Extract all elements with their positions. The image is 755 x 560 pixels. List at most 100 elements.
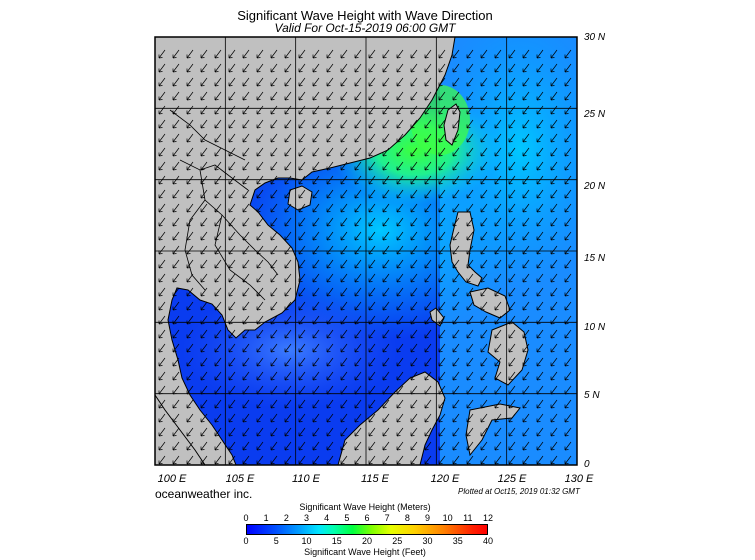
wave-arrow xyxy=(172,287,180,297)
wave-arrow xyxy=(228,329,236,339)
wave-arrow xyxy=(382,119,390,129)
wave-arrow xyxy=(270,147,278,157)
wave-arrow xyxy=(368,133,376,143)
wave-arrow xyxy=(284,133,292,143)
wave-arrow xyxy=(424,371,432,381)
wave-arrow xyxy=(200,133,208,143)
wave-arrow xyxy=(424,315,432,325)
wave-arrow xyxy=(508,301,516,311)
wave-arrow xyxy=(410,343,418,353)
wave-arrow xyxy=(228,217,236,227)
wave-arrow xyxy=(200,385,208,395)
wave-arrow xyxy=(396,427,404,437)
wave-arrow xyxy=(382,301,390,311)
wave-arrow xyxy=(340,175,348,185)
wave-arrow xyxy=(424,385,432,395)
wave-arrow xyxy=(522,357,530,367)
wave-arrow xyxy=(494,427,502,437)
wave-arrow xyxy=(368,175,376,185)
wave-arrow xyxy=(256,133,264,143)
wave-arrow xyxy=(466,385,474,395)
wave-arrow xyxy=(284,161,292,171)
wave-arrow xyxy=(480,245,488,255)
wave-arrow xyxy=(564,119,572,129)
wave-arrow xyxy=(242,189,250,199)
wave-arrow xyxy=(536,329,544,339)
wave-arrow xyxy=(466,133,474,143)
wave-arrow xyxy=(158,245,166,255)
wave-arrow xyxy=(228,371,236,381)
wave-arrow xyxy=(256,147,264,157)
wave-arrow xyxy=(312,133,320,143)
wave-arrow xyxy=(270,259,278,269)
wave-arrow xyxy=(522,91,530,101)
wave-arrow xyxy=(438,315,446,325)
wave-arrow xyxy=(536,175,544,185)
wave-arrow xyxy=(298,63,306,73)
wave-arrow xyxy=(564,63,572,73)
wave-arrow xyxy=(354,217,362,227)
wave-arrow xyxy=(284,315,292,325)
wave-arrow xyxy=(228,63,236,73)
wave-arrow xyxy=(270,231,278,241)
wave-arrow xyxy=(340,105,348,115)
wave-arrow xyxy=(452,119,460,129)
wave-arrow xyxy=(326,371,334,381)
wave-arrow xyxy=(382,49,390,59)
wave-arrow xyxy=(172,63,180,73)
colorbar-title-feet: Significant Wave Height (Feet) xyxy=(304,547,426,557)
wave-arrow xyxy=(536,105,544,115)
wave-arrow xyxy=(270,273,278,283)
wave-arrow xyxy=(298,119,306,129)
wave-arrow xyxy=(564,91,572,101)
wave-arrow xyxy=(564,105,572,115)
wave-arrow xyxy=(396,189,404,199)
wave-arrow xyxy=(438,175,446,185)
wave-arrow xyxy=(536,413,544,423)
wave-arrow xyxy=(340,343,348,353)
wave-arrow xyxy=(536,147,544,157)
wave-arrow xyxy=(340,133,348,143)
wave-arrow xyxy=(466,231,474,241)
wave-arrow xyxy=(172,259,180,269)
wave-arrow xyxy=(270,343,278,353)
wave-arrow xyxy=(452,441,460,451)
wave-arrow xyxy=(438,287,446,297)
wave-arrow xyxy=(312,385,320,395)
wave-arrow xyxy=(466,105,474,115)
wave-arrow xyxy=(158,441,166,451)
wave-arrow xyxy=(410,259,418,269)
wave-arrow xyxy=(312,357,320,367)
wave-arrow xyxy=(354,63,362,73)
wave-arrow xyxy=(172,301,180,311)
wave-arrow xyxy=(270,413,278,423)
wave-arrow xyxy=(242,161,250,171)
wave-arrow xyxy=(438,385,446,395)
wave-arrow xyxy=(354,441,362,451)
wave-arrow xyxy=(508,385,516,395)
wave-arrow xyxy=(340,91,348,101)
wave-arrow xyxy=(466,427,474,437)
wave-arrow xyxy=(270,63,278,73)
wave-arrow xyxy=(186,441,194,451)
wave-arrow xyxy=(284,441,292,451)
wave-arrow xyxy=(228,175,236,185)
wave-arrow xyxy=(186,217,194,227)
wave-arrow xyxy=(494,371,502,381)
wave-arrow xyxy=(466,245,474,255)
wave-arrow xyxy=(522,133,530,143)
wave-arrow xyxy=(284,301,292,311)
wave-arrow xyxy=(214,357,222,367)
wave-arrow xyxy=(438,329,446,339)
wave-arrow xyxy=(200,161,208,171)
wave-arrow xyxy=(298,441,306,451)
wave-arrow xyxy=(550,259,558,269)
wave-arrow xyxy=(326,105,334,115)
wave-arrow xyxy=(200,455,208,465)
meters-tick: 9 xyxy=(424,513,431,523)
wave-arrow xyxy=(466,301,474,311)
wave-arrow xyxy=(368,231,376,241)
wave-arrow xyxy=(326,385,334,395)
wave-arrow xyxy=(256,203,264,213)
wave-arrow xyxy=(242,203,250,213)
